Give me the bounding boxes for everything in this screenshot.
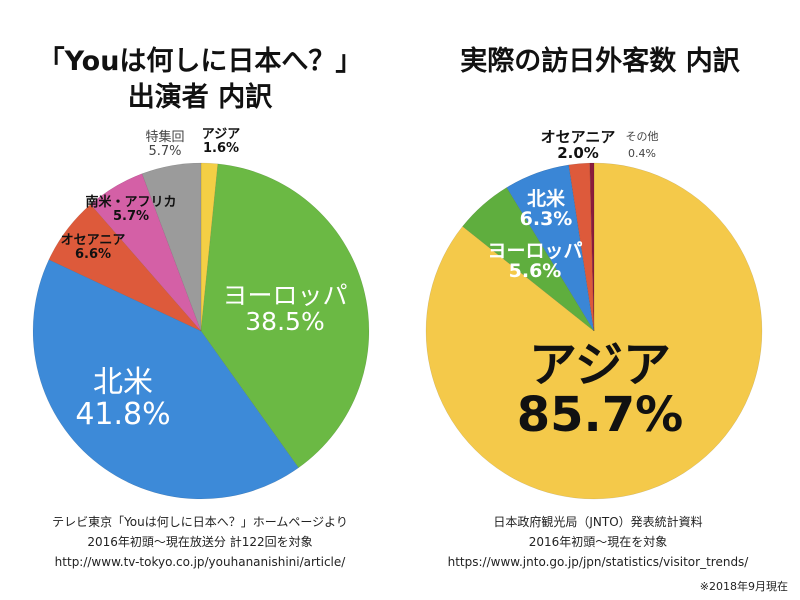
pie2-slice-1 <box>462 187 595 332</box>
pie2-slice-4 <box>589 162 595 332</box>
pie1-slice-5 <box>141 162 202 332</box>
pie2-slice-2 <box>506 164 595 332</box>
right-label-asia: アジア 85.7% <box>516 337 684 444</box>
pie1-slice-4 <box>90 173 202 332</box>
left-label-asia: アジア 1.6% <box>201 127 241 156</box>
right-source: 日本政府観光局（JNTO）発表統計資料 2016年初頭〜現在を対象 https://… <box>447 515 749 569</box>
left-label-oceania: オセアニア 6.6% <box>60 233 126 262</box>
left-title-line2: 出演者 内訳 <box>127 82 273 113</box>
left-title-line1: 「Youは何しに日本へ？」 <box>37 46 363 77</box>
left-label-north-america: 北米 41.8% <box>75 365 171 432</box>
pie1-slice-2 <box>32 259 299 500</box>
pie1-slice-0 <box>200 162 219 332</box>
left-label-special: 特集回 5.7% <box>145 130 185 159</box>
right-label-oceania: オセアニア 2.0% <box>540 128 616 162</box>
pie1-slice-1 <box>200 163 370 469</box>
footnote: ※2018年9月現在 <box>699 580 788 593</box>
left-chart-title: 「Youは何しに日本へ？」 出演者 内訳 <box>0 44 400 116</box>
pie2-slice-0 <box>425 162 763 500</box>
right-label-other: その他 0.4% <box>625 130 659 160</box>
left-source: テレビ東京「Youは何しに日本へ？」ホームページより 2016年初頭〜現在放送分 … <box>52 515 348 569</box>
pie2-slice-3 <box>568 162 595 332</box>
right-chart-title: 実際の訪日外客数 内訳 <box>460 46 740 77</box>
right-label-europe: ヨーロッパ 5.6% <box>487 240 583 282</box>
right-label-north-america: 北米 6.3% <box>519 188 573 230</box>
left-label-europe: ヨーロッパ 38.5% <box>222 281 348 337</box>
left-label-south-america-africa: 南米・アフリカ 5.7% <box>85 195 177 224</box>
pie1-slice-3 <box>48 204 202 332</box>
